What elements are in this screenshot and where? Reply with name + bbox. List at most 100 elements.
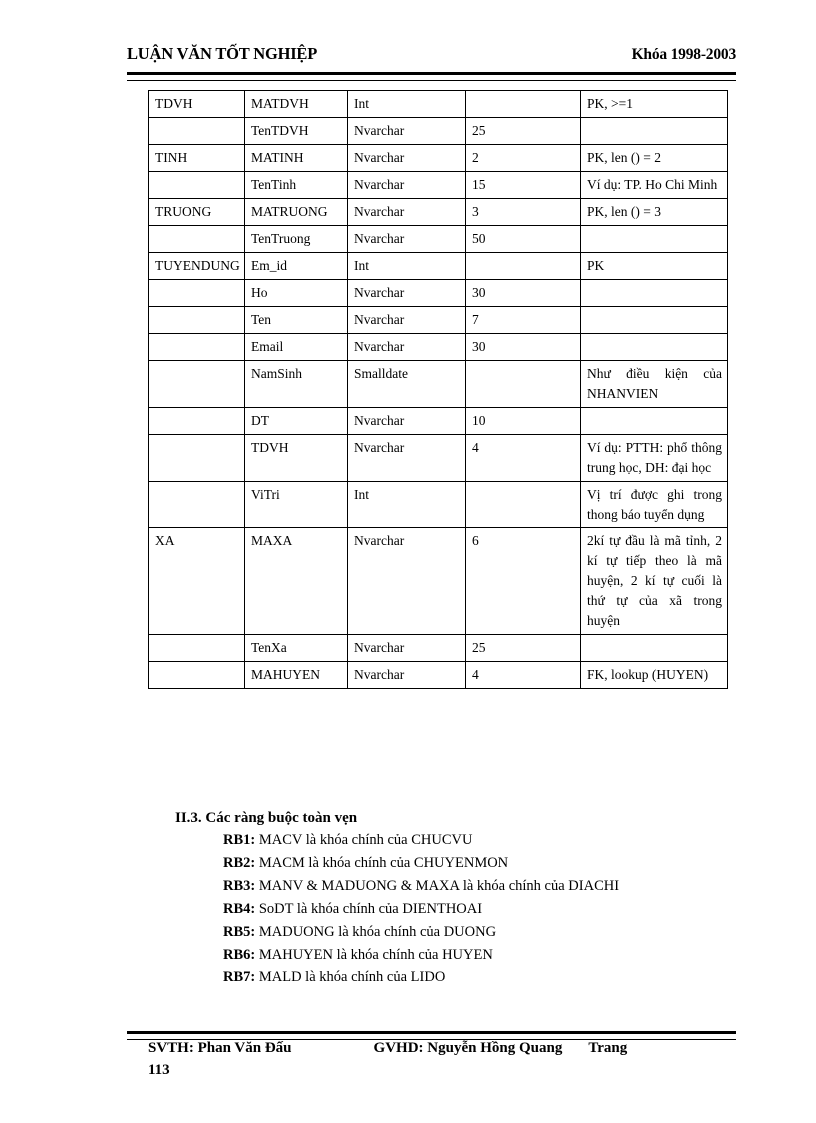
constraints-list: RB1: MACV là khóa chính của CHUCVU RB2: … — [175, 829, 735, 989]
footer-page-label: Trang — [588, 1040, 628, 1056]
header-title-left: LUẬN VĂN TỐT NGHIỆP — [127, 44, 318, 63]
cell-length: 4 — [465, 433, 581, 482]
cell-entity — [148, 116, 245, 145]
cell-note: Như điều kiện của NHANVIEN — [580, 359, 728, 408]
cell-type: Nvarchar — [347, 661, 466, 690]
table-row: XA MAXA Nvarchar 6 2kí tự đầu là mã tỉnh… — [148, 527, 728, 636]
table-row: TRUONG MATRUONG Nvarchar 3 PK, len () = … — [148, 197, 728, 226]
cell-type: Int — [347, 480, 466, 529]
table-row: TenTDVH Nvarchar 25 — [148, 116, 728, 145]
cell-attribute: ViTri — [244, 480, 348, 529]
table-row: ViTri Int Vị trí được ghi trong thong bá… — [148, 480, 728, 529]
running-footer: SVTH: Phan Văn Đấu GVHD: Nguyễn Hồng Qua… — [148, 1038, 738, 1082]
section-heading: II.3. Các ràng buộc toàn vẹn — [175, 810, 358, 826]
cell-attribute: MATDVH — [244, 90, 348, 118]
constraint-text: MADUONG là khóa chính của DUONG — [258, 923, 497, 940]
cell-attribute: TDVH — [244, 433, 348, 482]
list-item: RB3: MANV & MADUONG & MAXA là khóa chính… — [223, 875, 735, 898]
cell-note — [580, 224, 728, 253]
cell-entity: TDVH — [148, 90, 245, 118]
schema-table-wrapper: TDVH MATDVH Int PK, >=1 TenTDVH Nvarchar… — [148, 90, 728, 690]
running-header: LUẬN VĂN TỐT NGHIỆP Khóa 1998-2003 — [127, 44, 736, 64]
cell-attribute: NamSinh — [244, 359, 348, 408]
cell-note: Ví dụ: PTTH: phổ thông trung học, DH: đạ… — [580, 433, 728, 482]
cell-entity — [148, 406, 245, 435]
constraint-text: MALD là khóa chính của LIDO — [258, 969, 446, 986]
cell-note: PK, >=1 — [580, 90, 728, 118]
constraint-text: MACM là khóa chính của CHUYENMON — [258, 854, 509, 871]
cell-note: 2kí tự đầu là mã tỉnh, 2 kí tự tiếp theo… — [580, 527, 728, 636]
cell-attribute: Ho — [244, 278, 348, 307]
cell-length: 10 — [465, 406, 581, 435]
cell-length: 50 — [465, 224, 581, 253]
list-item: RB1: MACV là khóa chính của CHUCVU — [223, 829, 735, 852]
cell-entity — [148, 661, 245, 690]
footer-rule — [127, 1031, 736, 1040]
cell-entity — [148, 278, 245, 307]
table-row: TenTinh Nvarchar 15 Ví dụ: TP. Ho Chi Mi… — [148, 170, 728, 199]
cell-length: 3 — [465, 197, 581, 226]
table-row: Email Nvarchar 30 — [148, 332, 728, 361]
cell-length — [465, 251, 581, 280]
cell-length: 7 — [465, 305, 581, 334]
table-row: TenTruong Nvarchar 50 — [148, 224, 728, 253]
cell-entity: TINH — [148, 143, 245, 172]
cell-entity — [148, 359, 245, 408]
cell-type: Nvarchar — [347, 332, 466, 361]
header-rule — [127, 72, 736, 81]
schema-table-body: TDVH MATDVH Int PK, >=1 TenTDVH Nvarchar… — [148, 90, 728, 690]
cell-attribute: TenTruong — [244, 224, 348, 253]
cell-attribute: TenXa — [244, 634, 348, 663]
cell-length: 30 — [465, 278, 581, 307]
cell-note: FK, lookup (HUYEN) — [580, 661, 728, 690]
constraint-label: RB3: — [223, 877, 256, 894]
cell-attribute: Email — [244, 332, 348, 361]
cell-entity — [148, 224, 245, 253]
cell-note — [580, 305, 728, 334]
cell-entity — [148, 305, 245, 334]
cell-note: Ví dụ: TP. Ho Chi Minh — [580, 170, 728, 199]
integrity-constraints-section: II.3. Các ràng buộc toàn vẹn RB1: MACV l… — [175, 810, 735, 989]
cell-type: Nvarchar — [347, 278, 466, 307]
cell-attribute: DT — [244, 406, 348, 435]
table-row: NamSinh Smalldate Như điều kiện của NHAN… — [148, 359, 728, 408]
cell-type: Int — [347, 251, 466, 280]
list-item: RB2: MACM là khóa chính của CHUYENMON — [223, 852, 735, 875]
cell-entity — [148, 433, 245, 482]
table-row: TUYENDUNG Em_id Int PK — [148, 251, 728, 280]
cell-type: Nvarchar — [347, 305, 466, 334]
cell-type: Nvarchar — [347, 527, 466, 636]
list-item: RB4: SoDT là khóa chính của DIENTHOAI — [223, 898, 735, 921]
cell-attribute: TenTDVH — [244, 116, 348, 145]
cell-type: Nvarchar — [347, 224, 466, 253]
cell-type: Nvarchar — [347, 406, 466, 435]
constraint-label: RB1: — [223, 832, 256, 848]
cell-attribute: TenTinh — [244, 170, 348, 199]
cell-attribute: Ten — [244, 305, 348, 334]
table-row: MAHUYEN Nvarchar 4 FK, lookup (HUYEN) — [148, 661, 728, 690]
constraint-label: RB5: — [223, 923, 256, 940]
cell-length: 2 — [465, 143, 581, 172]
cell-length: 30 — [465, 332, 581, 361]
cell-note: PK, len () = 3 — [580, 197, 728, 226]
table-row: TDVH MATDVH Int PK, >=1 — [148, 90, 728, 118]
cell-length: 15 — [465, 170, 581, 199]
cell-attribute: Em_id — [244, 251, 348, 280]
cell-length: 25 — [465, 116, 581, 145]
constraint-label: RB4: — [223, 900, 256, 917]
cell-entity: TUYENDUNG — [148, 251, 245, 280]
cell-length — [465, 359, 581, 408]
footer-page-number: 113 — [148, 1061, 170, 1078]
footer-advisor: GVHD: Nguyễn Hồng Quang — [373, 1040, 563, 1056]
footer-student: SVTH: Phan Văn Đấu — [148, 1040, 292, 1056]
cell-attribute: MAHUYEN — [244, 661, 348, 690]
cell-type: Nvarchar — [347, 170, 466, 199]
schema-table: TDVH MATDVH Int PK, >=1 TenTDVH Nvarchar… — [148, 90, 728, 690]
table-row: TenXa Nvarchar 25 — [148, 634, 728, 663]
cell-length: 4 — [465, 661, 581, 690]
cell-note: PK — [580, 251, 728, 280]
constraint-text: MANV & MADUONG & MAXA là khóa chính của … — [258, 877, 620, 894]
constraint-text: MAHUYEN là khóa chính của HUYEN — [258, 946, 493, 963]
cell-entity — [148, 332, 245, 361]
